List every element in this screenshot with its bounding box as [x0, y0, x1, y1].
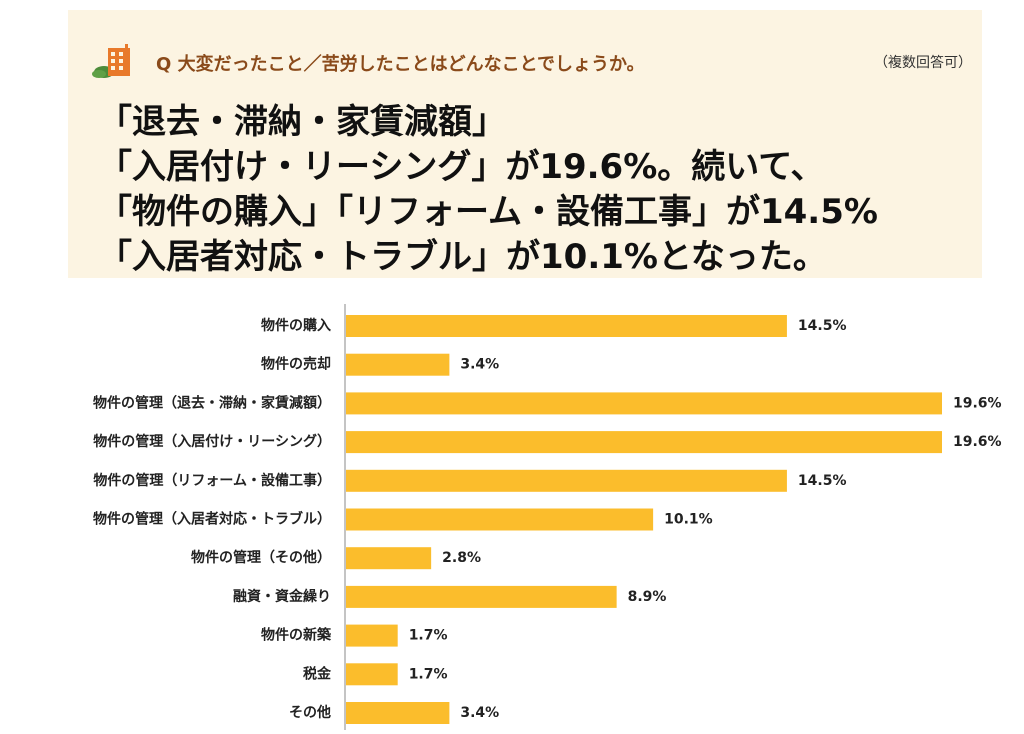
data-label: 19.6% [953, 434, 1002, 450]
category-label: 物件の新築 [261, 627, 332, 644]
multiple-answer-note: （複数回答可） [874, 55, 972, 71]
data-label: 1.7% [409, 666, 448, 682]
bar [346, 315, 787, 337]
category-label: 物件の管理（退去・滞納・家賃減額） [93, 394, 331, 411]
bar [346, 663, 398, 686]
building-icon [92, 44, 130, 78]
data-label: 3.4% [460, 705, 499, 721]
category-label: 税金 [303, 665, 332, 682]
question-title: Q 大変だったこと／苦労したことはどんなことでしょうか。 [156, 54, 645, 75]
bar [346, 469, 787, 492]
data-label: 3.4% [460, 357, 499, 373]
headline-line: 「退去・滞納・家賃減額」 [98, 102, 506, 142]
headline-line: 「入居者対応・トラブル」が10.1%となった。 [98, 237, 827, 277]
category-label: 物件の管理（入居者対応・トラブル） [93, 511, 331, 528]
bar [346, 508, 654, 531]
headline: 「退去・滞納・家賃減額」 「入居付け・リーシング」が19.6%。続いて、 「物件… [98, 100, 878, 280]
header-panel: Q 大変だったこと／苦労したことはどんなことでしょうか。 （複数回答可） 「退去… [68, 10, 982, 278]
bar [346, 547, 432, 570]
category-label: 融資・資金繰り [233, 588, 331, 605]
category-label: 物件の管理（入居付け・リーシング） [93, 433, 331, 450]
bar [346, 702, 450, 724]
category-label: 物件の購入 [261, 317, 331, 334]
category-label: その他 [289, 704, 331, 721]
data-label: 19.6% [953, 395, 1002, 411]
category-label: 物件の管理（リフォーム・設備工事） [93, 472, 331, 489]
category-label: 物件の売却 [261, 356, 331, 373]
bar [346, 585, 617, 608]
data-label: 10.1% [664, 512, 713, 528]
bar [346, 624, 398, 647]
bar [346, 392, 942, 415]
headline-line: 「入居付け・リーシング」が19.6%。続いて、 [98, 147, 825, 187]
data-label: 2.8% [442, 550, 481, 566]
data-label: 14.5% [798, 318, 847, 334]
bar-chart: 物件の購入 14.5% 物件の売却 3.4% 物件の管理（退去・滞納・家賃減額） 19.6… [93, 304, 1002, 730]
data-label: 14.5% [798, 473, 847, 489]
category-label: 物件の管理（その他） [191, 549, 331, 566]
data-label: 1.7% [409, 628, 448, 644]
data-label: 8.9% [628, 589, 667, 605]
headline-line: 「物件の購入」「リフォーム・設備工事」が14.5% [98, 192, 878, 232]
bar [346, 353, 450, 376]
bar [346, 431, 942, 454]
